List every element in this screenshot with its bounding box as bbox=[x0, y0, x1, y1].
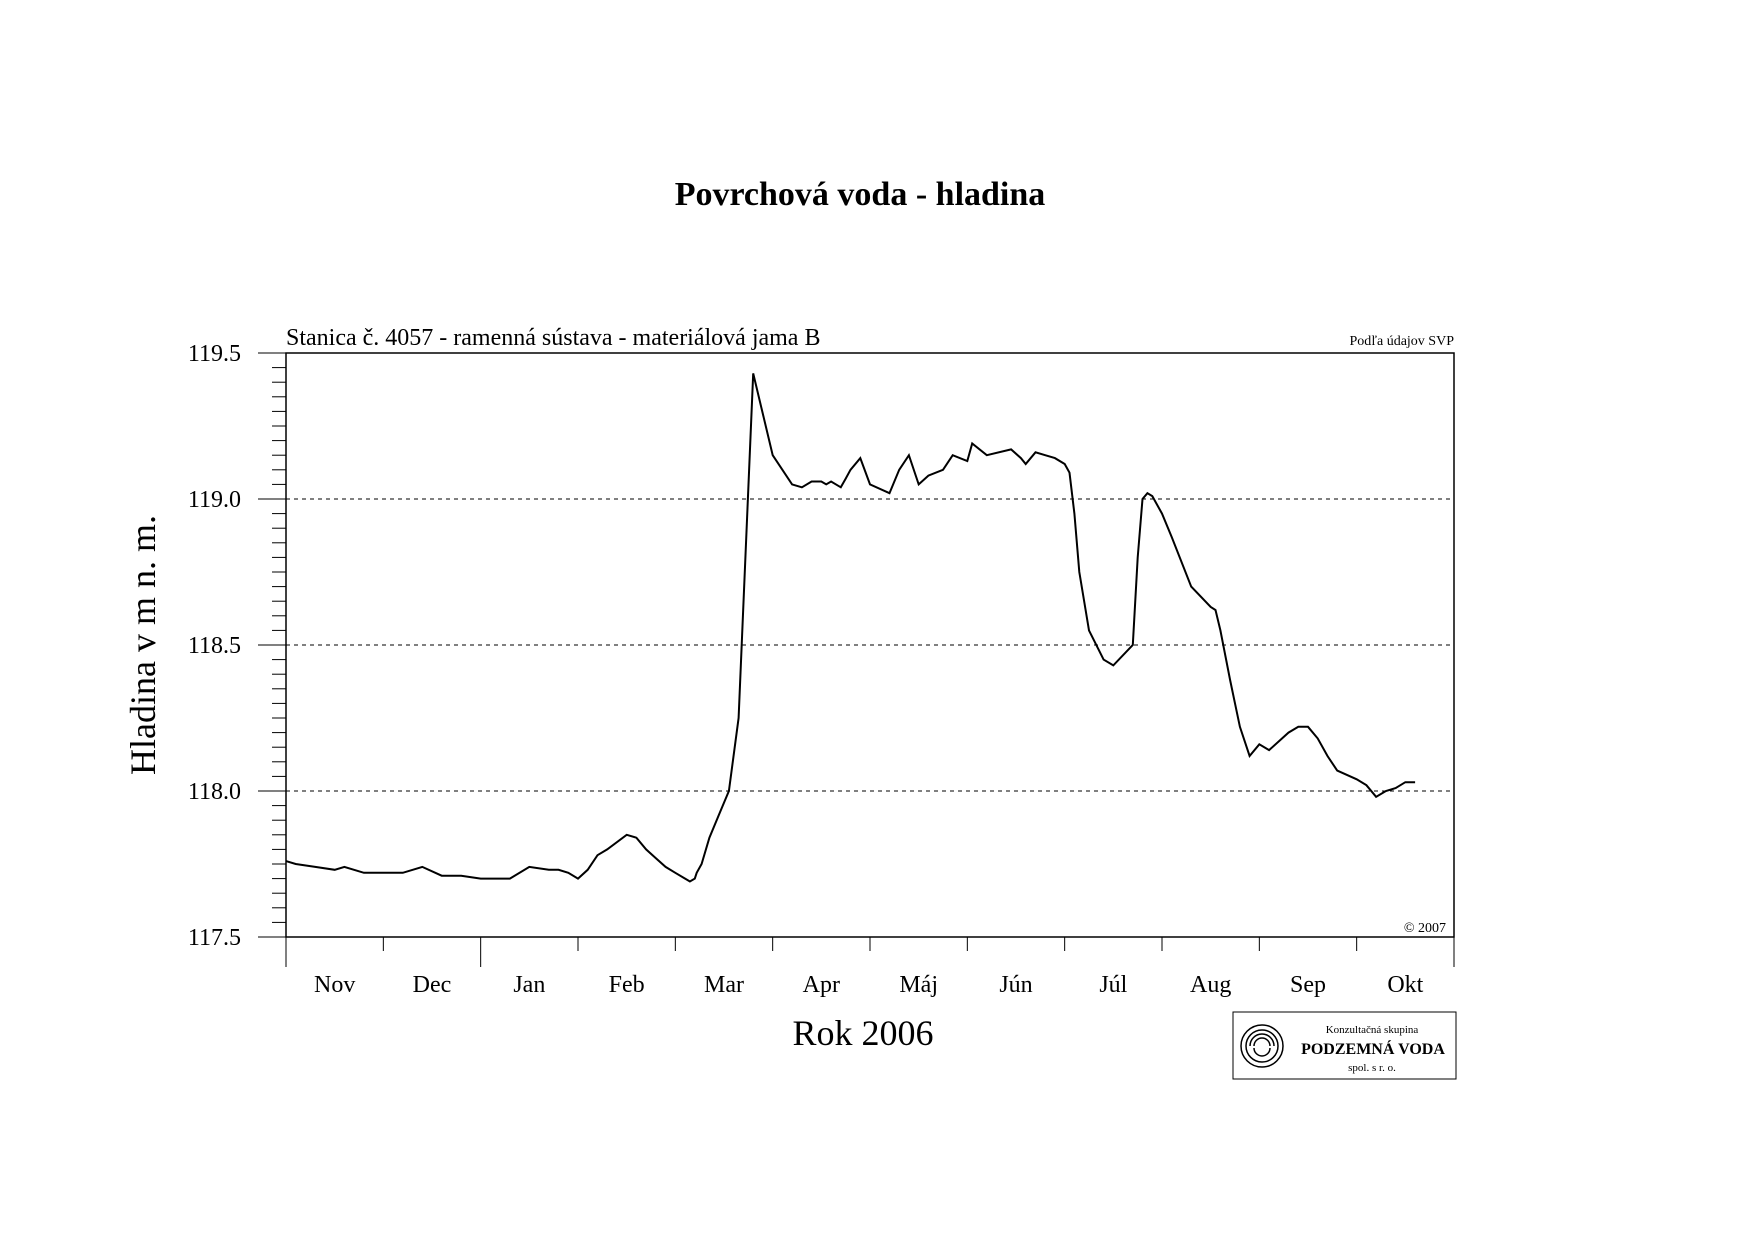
water-level-line bbox=[285, 373, 1416, 883]
x-tick-label: Apr bbox=[803, 972, 840, 998]
x-tick-label: Aug bbox=[1190, 972, 1231, 998]
chart-title: Povrchová voda - hladina bbox=[675, 176, 1046, 213]
y-tick-label: 119.5 bbox=[188, 341, 241, 367]
y-axis: 117.5 118.0 118.5 119.0 119.5 bbox=[188, 341, 286, 951]
x-tick-label: Sep bbox=[1290, 972, 1326, 998]
copyright-note: © 2007 bbox=[1404, 921, 1446, 936]
logo-line3: spol. s r. o. bbox=[1348, 1062, 1396, 1074]
grid bbox=[286, 352, 1454, 792]
x-tick-label: Jún bbox=[999, 972, 1032, 998]
y-tick-label: 118.5 bbox=[188, 633, 241, 659]
x-tick-label: Máj bbox=[899, 972, 938, 998]
source-note: Podľa údajov SVP bbox=[1350, 334, 1455, 349]
x-tick-label: Jan bbox=[513, 972, 545, 998]
x-tick-label: Mar bbox=[704, 972, 744, 998]
y-axis-label: Hladina v m n. m. bbox=[123, 515, 163, 775]
company-logo: Konzultačná skupina PODZEMNÁ VODA spol. … bbox=[1232, 1011, 1457, 1080]
x-tick-label: Feb bbox=[609, 972, 645, 998]
x-tick-label: Júl bbox=[1099, 972, 1127, 998]
x-tick-label: Dec bbox=[413, 972, 452, 998]
logo-line1: Konzultačná skupina bbox=[1326, 1024, 1419, 1036]
x-axis-label: Rok 2006 bbox=[792, 1013, 933, 1053]
swirl-logo-icon bbox=[1240, 1024, 1284, 1068]
x-tick-label: Nov bbox=[314, 972, 355, 998]
x-axis: Nov Dec Jan Feb Mar Apr Máj Jún Júl Aug Sep Okt bbox=[285, 937, 1455, 998]
chart-subtitle: Stanica č. 4057 - ramenná sústava - mate… bbox=[286, 325, 820, 351]
x-tick-label: Okt bbox=[1387, 972, 1423, 998]
y-tick-label: 118.0 bbox=[188, 779, 241, 805]
logo-line2: PODZEMNÁ VODA bbox=[1301, 1039, 1445, 1058]
y-tick-label: 119.0 bbox=[188, 487, 241, 513]
y-tick-label: 117.5 bbox=[188, 925, 241, 951]
